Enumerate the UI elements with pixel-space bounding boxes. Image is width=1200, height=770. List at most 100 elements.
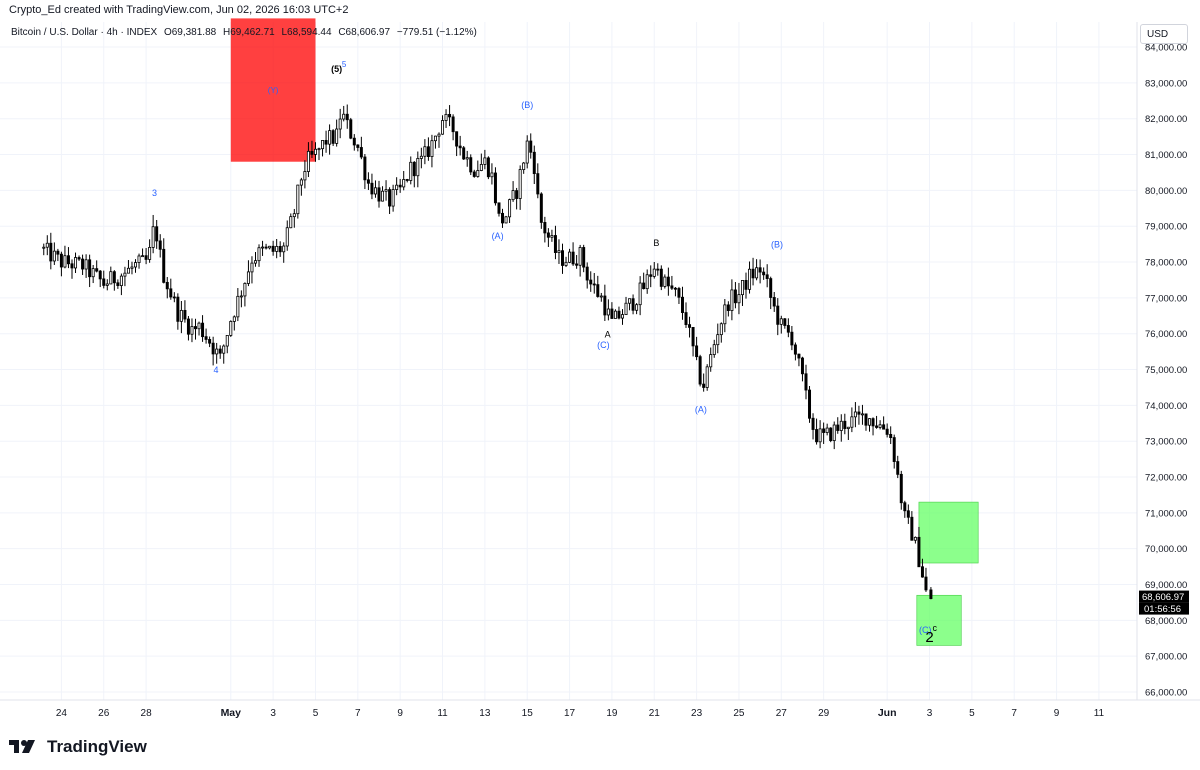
candle [183, 300, 187, 323]
candle-body-up [568, 251, 572, 263]
candle-body-up [748, 268, 752, 290]
price-chart[interactable]: (Y) 34(5) 5(A)(B)A(C)B(A)(B)(C) c2 66,000.… [0, 0, 1200, 730]
candle-body-up [250, 262, 254, 273]
candle [186, 316, 190, 341]
candle-body-down [793, 344, 797, 355]
candle-body-down [194, 326, 197, 330]
tradingview-brand[interactable]: TradingView [9, 737, 147, 757]
x-tick-label: 7 [1011, 708, 1017, 719]
candle [786, 318, 790, 338]
candle-body-up [518, 169, 522, 199]
x-tick-label: 17 [564, 708, 576, 719]
candle-body-down [698, 356, 702, 385]
candle-body-down [677, 288, 681, 298]
candle [310, 140, 314, 159]
x-tick-label: 13 [479, 708, 491, 719]
x-tick-label: 5 [969, 708, 975, 719]
candle [352, 134, 356, 151]
candle [49, 232, 53, 270]
wave-label: (A) [695, 405, 707, 415]
x-tick-label: 7 [355, 708, 361, 719]
candle [929, 587, 933, 600]
candle-body-up [229, 321, 233, 336]
y-tick-label: 75,000.00 [1145, 365, 1187, 376]
candle-body-up [130, 266, 134, 269]
currency-button[interactable]: USD [1140, 24, 1188, 44]
candle [815, 418, 819, 445]
candle [342, 105, 346, 122]
candle [349, 117, 353, 140]
wave-labels: 34(5) 5(A)(B)A(C)B(A)(B)(C) c2 [152, 60, 937, 646]
candle [518, 165, 522, 210]
candle [642, 272, 646, 290]
candle-body-down [324, 140, 328, 145]
y-tick-label: 77,000.00 [1145, 293, 1187, 304]
candle [628, 298, 632, 311]
countdown-box [1139, 602, 1189, 615]
candle [864, 413, 868, 431]
candle [190, 318, 194, 343]
candle-body-down [917, 536, 921, 568]
candle [860, 404, 864, 425]
candle [716, 323, 720, 354]
candle-body-up [850, 416, 854, 428]
candle-body-down [920, 566, 924, 578]
candle-body-down [765, 274, 769, 279]
candle-body-down [871, 418, 875, 427]
candle-body-down [211, 342, 215, 355]
x-tick-label: 3 [927, 708, 933, 719]
candle [398, 178, 402, 193]
candle [137, 253, 141, 269]
candle [652, 262, 656, 279]
candle [797, 353, 801, 367]
candle-body-down [183, 309, 187, 320]
candle-body-down [204, 336, 208, 340]
candle [762, 267, 766, 280]
candle-body-down [388, 189, 392, 207]
candle [63, 245, 67, 269]
y-tick-label: 79,000.00 [1145, 222, 1187, 233]
chart-grid [0, 22, 1137, 700]
x-tick-label: 26 [98, 708, 110, 719]
x-tick-label: 24 [56, 708, 68, 719]
candle [772, 292, 776, 312]
y-tick-label: 73,000.00 [1145, 437, 1187, 448]
candle [278, 241, 282, 257]
time-axis: 24 26 28 May 3 5 7 9 11 13 15 17 19 21 23 25 27 29 Jun 3 5 7 9… [56, 707, 1105, 719]
candle-body-down [864, 413, 868, 426]
candle-body-up [723, 304, 727, 325]
candle [144, 247, 148, 265]
candle [564, 256, 568, 268]
candle [522, 161, 526, 174]
candle-body-up [52, 250, 56, 262]
candle-body-up [476, 170, 480, 177]
candle [691, 326, 695, 357]
candle [112, 270, 116, 291]
high-value: H69,462.71 [222, 27, 275, 38]
y-tick-label: 84,000.00 [1145, 43, 1187, 54]
candle [395, 177, 399, 196]
candle [575, 255, 579, 269]
candle [246, 260, 250, 287]
candle [423, 139, 427, 165]
candle-body-down [589, 279, 593, 285]
candle [204, 328, 208, 344]
candle-body-up [373, 187, 377, 195]
symbol-label[interactable]: Bitcoin / U.S. Dollar · 4h · INDEX [11, 27, 158, 38]
candle [532, 145, 536, 185]
candle [666, 267, 670, 296]
candle [215, 342, 219, 364]
candle-body-down [88, 259, 92, 278]
candle [236, 288, 240, 322]
candle [832, 421, 836, 450]
candle-body-down [497, 202, 501, 214]
candle [239, 290, 243, 308]
candle-body-down [536, 173, 540, 195]
candle-body-down [169, 288, 173, 298]
candle [493, 167, 497, 206]
y-tick-label: 74,000.00 [1145, 401, 1187, 412]
candle [811, 413, 815, 440]
candle-body-up [483, 157, 487, 165]
y-tick-label: 80,000.00 [1145, 186, 1187, 197]
candle [589, 271, 593, 292]
